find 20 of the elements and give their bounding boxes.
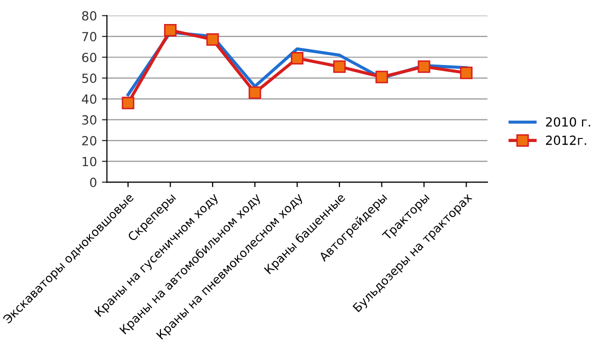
point <box>418 60 430 73</box>
y-tick-label: 60 <box>82 52 96 62</box>
y-tick-label: 40 <box>82 94 96 104</box>
legend-label: 2012г. <box>546 136 586 146</box>
point <box>460 66 473 80</box>
point <box>206 33 219 46</box>
point <box>122 96 134 110</box>
legend-label: 2010 г. <box>546 117 590 127</box>
point <box>290 52 304 65</box>
y-tick-label: 10 <box>82 156 96 166</box>
y-tick-label: 80 <box>82 11 96 21</box>
point <box>164 24 177 36</box>
y-tick-label: 50 <box>82 74 96 83</box>
point <box>375 70 388 84</box>
y-tick-label: 0 <box>90 178 96 188</box>
y-tick-label: 20 <box>82 136 96 146</box>
point <box>248 86 262 99</box>
point <box>333 60 346 73</box>
y-tick-label: 70 <box>82 32 96 42</box>
y-tick-label: 30 <box>82 115 96 125</box>
